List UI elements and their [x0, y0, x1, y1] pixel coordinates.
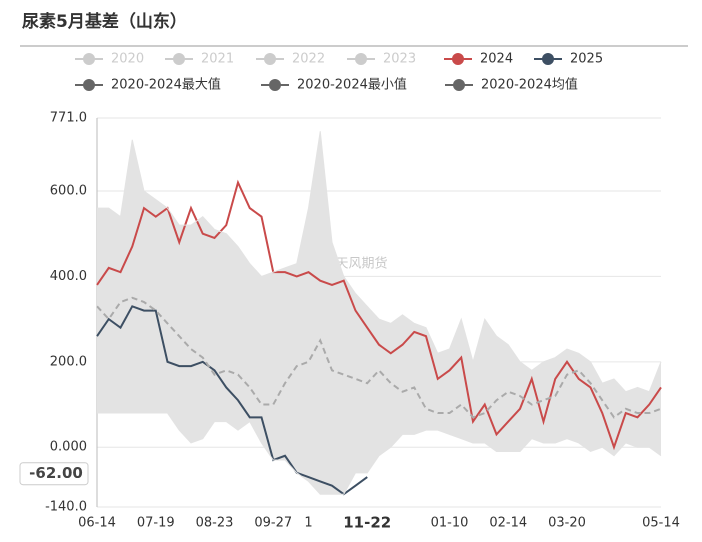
series-line — [96, 179, 662, 451]
legend-marker — [173, 53, 185, 65]
legend-label: 2020-2024最小值 — [297, 77, 407, 93]
legend-label: 2022 — [292, 52, 325, 67]
x-tick-label: 11-22 — [343, 514, 391, 532]
legend-label: 2023 — [383, 52, 416, 67]
series-line — [96, 305, 368, 496]
y-tick-label: 0.000 — [50, 440, 87, 455]
chart-title: 尿素5月基差（山东） — [22, 11, 187, 32]
series-line — [96, 296, 662, 419]
legend-marker — [355, 53, 367, 65]
y-tick-label: 771.0 — [50, 111, 87, 126]
legend-marker — [83, 79, 95, 91]
legend-marker — [542, 53, 554, 65]
legend-marker — [264, 53, 276, 65]
legend-marker — [83, 53, 95, 65]
x-tick-label: 02-14 — [489, 516, 527, 531]
y-tick-label: 600.0 — [50, 184, 87, 199]
x-tick-label: 01-10 — [431, 516, 469, 531]
legend-label: 2024 — [480, 52, 513, 67]
x-tick-label: 07-19 — [137, 516, 175, 531]
series-line — [97, 131, 662, 393]
x-tick-label: 08-23 — [196, 516, 234, 531]
legend-marker — [453, 79, 465, 91]
legend-label: 2020-2024最大值 — [111, 77, 221, 93]
legend-label: 2025 — [570, 52, 603, 67]
x-tick-label: 06-14 — [78, 516, 116, 531]
legend-label: 2020-2024均值 — [481, 77, 578, 93]
y-tick-label: -140.0 — [45, 500, 87, 515]
axis-pointer-box — [19, 462, 89, 486]
axis-pointer-label: -62.00 — [29, 464, 83, 482]
x-tick-label: 09-27 — [254, 516, 292, 531]
legend-marker — [269, 79, 281, 91]
x-tick-label: 1 — [304, 516, 312, 531]
legend-label: 2020 — [111, 52, 144, 67]
y-tick-label: 200.0 — [50, 354, 87, 369]
x-tick-label: 03-20 — [548, 516, 586, 531]
y-tick-label: 400.0 — [50, 269, 87, 284]
legend-marker — [452, 53, 464, 65]
range-band — [97, 131, 661, 495]
legend-label: 2021 — [201, 52, 234, 67]
series-line — [97, 412, 662, 495]
x-tick-label: 05-14 — [642, 516, 680, 531]
